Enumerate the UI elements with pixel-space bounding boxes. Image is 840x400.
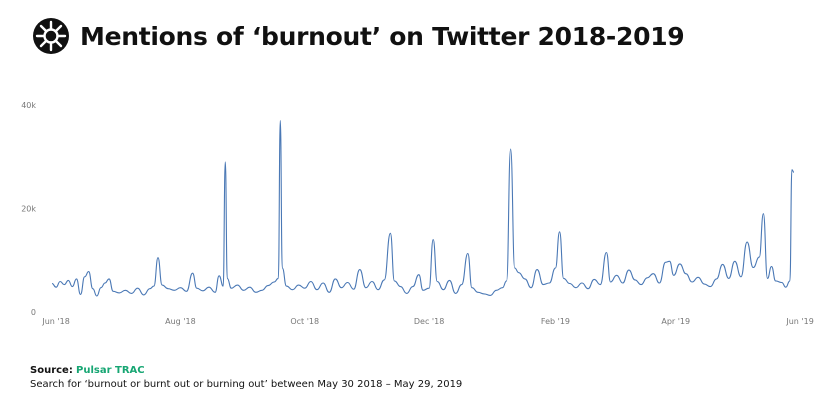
x-tick-label: Dec '18 [414, 317, 444, 326]
plot-area [51, 119, 795, 297]
source-line: Source: Pulsar TRAC [30, 364, 462, 378]
x-tick-label: Aug '18 [165, 317, 196, 326]
x-tick-label: Apr '19 [661, 317, 690, 326]
source-link[interactable]: Pulsar TRAC [76, 365, 145, 376]
chart-header: Mentions of ‘burnout’ on Twitter 2018-20… [32, 16, 685, 56]
chart-title: Mentions of ‘burnout’ on Twitter 2018-20… [80, 21, 685, 51]
search-note: Search for ‘burnout or burnt out or burn… [30, 379, 463, 390]
y-tick-label: 40k [21, 101, 36, 110]
chart-footer: Source: Pulsar TRAC Search for ‘burnout … [30, 364, 462, 392]
y-tick-label: 20k [21, 205, 36, 214]
line-chart: 0 20k 40k Jun '18 Aug '18 Oct '18 Dec '18 Feb … [21, 101, 814, 326]
pulsar-logo-icon [33, 18, 69, 54]
y-tick-label: 0 [31, 308, 36, 317]
y-axis: 0 20k 40k [21, 101, 36, 317]
x-tick-label: Oct '18 [290, 317, 319, 326]
x-axis: Jun '18 Aug '18 Oct '18 Dec '18 Feb '19 Apr '… [41, 317, 813, 326]
x-tick-label: Feb '19 [541, 317, 570, 326]
series-line [51, 119, 795, 297]
source-label: Source: [30, 365, 73, 376]
x-tick-label: Jun '18 [41, 317, 69, 326]
x-tick-label: Jun '19 [785, 317, 813, 326]
